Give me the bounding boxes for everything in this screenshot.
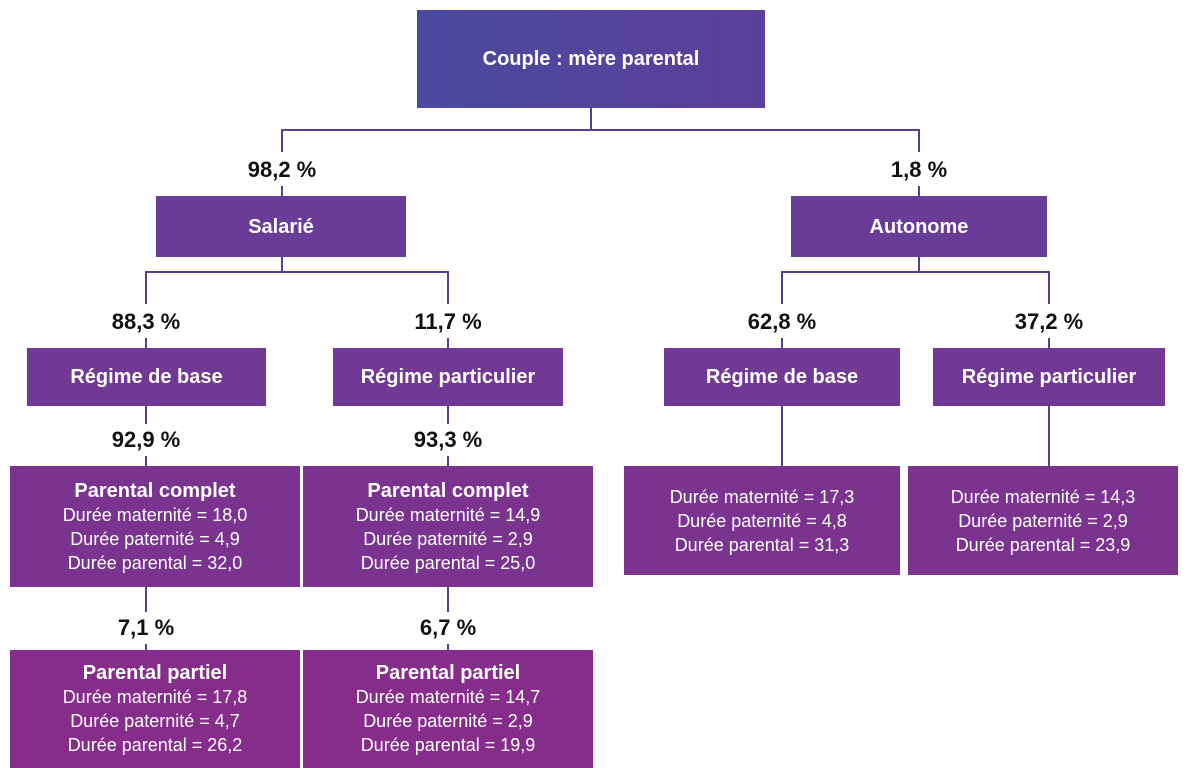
node-line: Durée parental = 32,0 <box>67 552 243 573</box>
share-label: 6,7 % <box>419 615 477 640</box>
node-title: Régime particulier <box>961 366 1137 388</box>
node-title: Régime de base <box>705 366 859 388</box>
share-label: 7,1 % <box>117 615 175 640</box>
node-line: Durée parental = 26,2 <box>67 735 243 755</box>
node-line: Durée paternité = 4,8 <box>677 510 847 531</box>
node-box: Durée maternité = 17,3 Durée paternité = … <box>624 466 900 575</box>
node-line: Durée paternité = 2,9 <box>363 711 533 731</box>
node-line: Durée parental = 25,0 <box>360 552 536 573</box>
share-label: 37,2 % <box>1014 309 1084 334</box>
node-title: Régime particulier <box>360 366 536 388</box>
node-box: Parental complet Durée maternité = 14,9 Du… <box>303 466 593 587</box>
node-title: Autonome <box>869 215 969 238</box>
share-label: 98,2 % <box>247 157 317 182</box>
node-line: Durée maternité = 17,3 <box>669 486 855 507</box>
share-label: 92,9 % <box>111 427 181 452</box>
node-title: Parental complet <box>74 479 236 502</box>
node-line: Durée parental = 19,9 <box>360 735 536 755</box>
node-title: Salarié <box>248 215 314 238</box>
node-box: Durée maternité = 14,3 Durée paternité = … <box>908 466 1178 575</box>
node-box: Régime de base <box>27 348 266 406</box>
share-label: 93,3 % <box>413 427 483 452</box>
share-label: 88,3 % <box>111 309 181 334</box>
node-box: Autonome <box>791 196 1047 257</box>
share-label: 1,8 % <box>890 157 948 182</box>
node-line: Durée paternité = 2,9 <box>958 510 1128 531</box>
node-title: Parental partiel <box>375 662 521 684</box>
node-line: Durée paternité = 4,9 <box>70 528 240 549</box>
share-label: 11,7 % <box>414 309 482 334</box>
node-line: Durée paternité = 2,9 <box>363 528 533 549</box>
node-box: Parental complet Durée maternité = 18,0 Du… <box>10 466 300 587</box>
node-line: Durée parental = 31,3 <box>674 534 850 555</box>
share-label: 62,8 % <box>747 309 817 334</box>
node-box: Régime de base <box>664 348 900 406</box>
node-box: Salarié <box>156 196 406 257</box>
node-line: Durée maternité = 14,3 <box>950 486 1136 507</box>
node-box: Parental partiel Durée maternité = 14,7 Du… <box>303 650 593 768</box>
node-line: Durée parental = 23,9 <box>955 534 1131 555</box>
node-box: Parental partiel Durée maternité = 17,8 Du… <box>10 650 300 768</box>
node-line: Durée maternité = 14,9 <box>355 504 541 525</box>
node-box: Couple : mère parental <box>417 10 765 108</box>
node-title: Parental partiel <box>82 662 228 684</box>
node-title: Parental complet <box>367 479 529 502</box>
node-title: Couple : mère parental <box>482 48 700 70</box>
node-title: Régime de base <box>70 366 223 388</box>
node-line: Durée paternité = 4,7 <box>70 711 240 731</box>
node-line: Durée maternité = 18,0 <box>62 504 248 525</box>
node-line: Durée maternité = 17,8 <box>62 687 248 707</box>
node-box: Régime particulier <box>333 348 563 406</box>
node-box: Régime particulier <box>933 348 1165 406</box>
node-line: Durée maternité = 14,7 <box>355 687 541 707</box>
